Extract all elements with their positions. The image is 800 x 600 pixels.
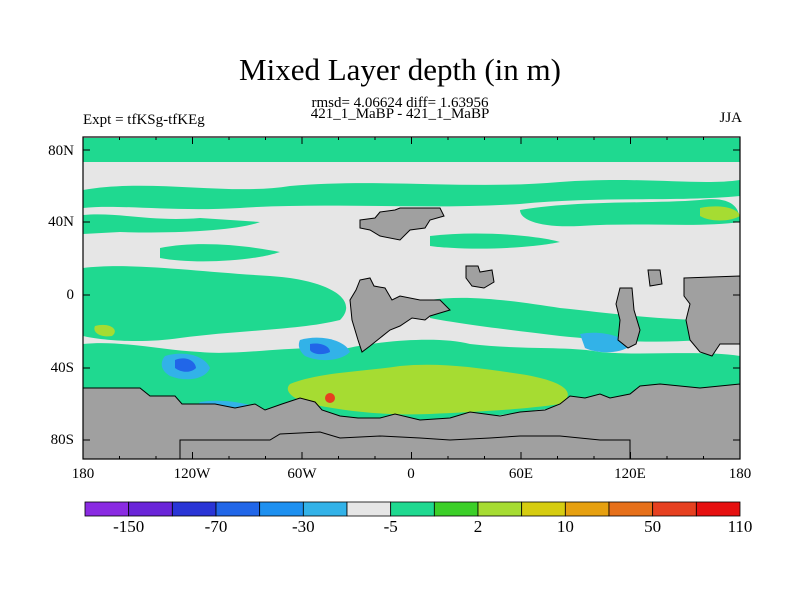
map-subtitle: 421_1_MaBP - 421_1_MaBP [310, 106, 490, 122]
colorbar-swatch [564, 501, 610, 517]
colorbar-swatch [215, 501, 261, 517]
lat-label-80s: 80S [50, 432, 74, 448]
lon-label-60e: 60E [508, 466, 534, 482]
experiment-label: Expt = tfKSg-tfKEg [83, 112, 205, 128]
colorbar-label: 2 [473, 517, 483, 536]
colorbar-swatch [608, 501, 654, 517]
lon-label-180e: 180 [728, 466, 752, 482]
colorbar-swatch [652, 501, 697, 517]
stats-line: rmsd= 4.06624 diff= 1.63956 [311, 95, 489, 111]
colorbar-swatch [84, 501, 130, 517]
axis-ticks [82, 137, 741, 459]
lon-label-120w: 120W [173, 466, 211, 482]
colorbar-label: 50 [644, 517, 662, 536]
season-label: JJA [719, 110, 742, 126]
map-title: Mixed Layer depth (in m) [239, 52, 561, 87]
lon-label-120e: 120E [614, 466, 646, 482]
colorbar-swatch [346, 501, 392, 517]
positive-mid-regions [94, 206, 740, 415]
colorbar-swatch [302, 501, 348, 517]
lon-label-180w: 180 [71, 466, 95, 482]
lat-label-80n: 80N [48, 143, 74, 159]
colorbar-label: -70 [204, 517, 228, 536]
colorbar-swatch [695, 501, 741, 517]
lon-label-60w: 60W [287, 466, 317, 482]
colorbar-swatch [477, 501, 523, 517]
colorbar-swatch [171, 501, 217, 517]
high-value-spots [325, 393, 335, 403]
colorbar-swatch [259, 501, 304, 517]
colorbar-swatch [128, 501, 173, 517]
lat-label-40s: 40S [50, 360, 74, 376]
colorbar-label: 10 [556, 517, 574, 536]
land-mask [83, 207, 740, 459]
colorbar-label: -30 [291, 517, 315, 536]
lat-label-40n: 40N [48, 214, 74, 230]
lat-label-0: 0 [66, 287, 75, 303]
colorbar-label: 110 [727, 517, 753, 536]
colorbar-label: -150 [113, 517, 145, 536]
colorbar-swatch [390, 501, 435, 517]
lon-label-0: 0 [407, 466, 415, 482]
colorbar-label: -5 [383, 517, 398, 536]
colorbar-swatch [521, 501, 566, 517]
colorbar-swatch [433, 501, 479, 517]
colorbar [84, 501, 741, 517]
